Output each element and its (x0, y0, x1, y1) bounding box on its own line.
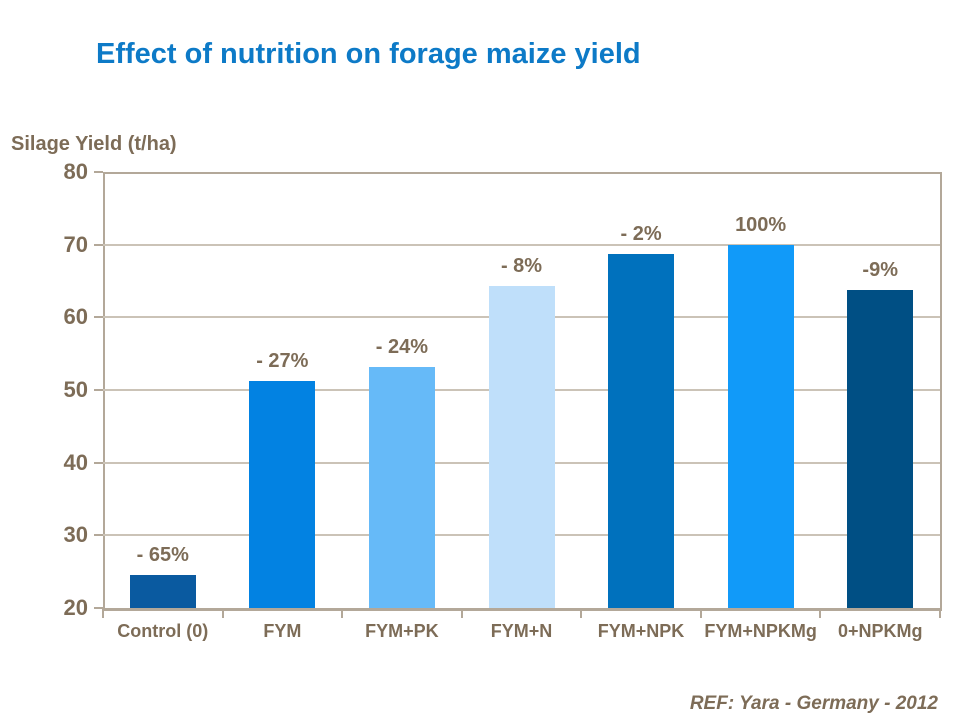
bar-fym-npkmg (727, 244, 794, 608)
x-category-label: FYM+NPKMg (704, 621, 817, 641)
y-tick-mark (94, 316, 103, 319)
bar-value-label: - 8% (500, 255, 543, 278)
y-tick-label: 70 (63, 231, 88, 257)
x-tick-mark (939, 609, 941, 618)
bar-value-label: - 2% (620, 223, 662, 246)
bar-value-label: 100% (735, 213, 787, 236)
y-tick-mark (94, 607, 103, 609)
gridline-70 (103, 243, 940, 246)
x-tick-mark (819, 609, 822, 618)
y-tick-label: 50 (63, 377, 88, 402)
x-category-label: 0+NPKMg (837, 621, 923, 641)
bar-value-label: - 27% (256, 349, 309, 372)
bar-value-label: - 65% (136, 544, 189, 567)
x-tick-mark (341, 609, 344, 618)
y-tick-label: 30 (63, 522, 88, 548)
y-tick-mark (94, 243, 103, 246)
x-category-label: FYM+NPK (597, 621, 685, 641)
y-tick-mark (94, 461, 103, 464)
x-tick-mark (580, 609, 583, 618)
x-category-label: FYM (263, 621, 302, 641)
bar-fym-npk (608, 254, 675, 608)
y-axis-title: Silage Yield (t/ha) (11, 133, 177, 155)
x-category-label: FYM+N (490, 621, 553, 641)
plot-area-frame (103, 172, 942, 611)
bar-fym-pk (368, 366, 435, 608)
bar-fym (249, 380, 316, 608)
y-tick-label: 20 (63, 595, 88, 620)
y-tick-label: 40 (63, 449, 88, 475)
y-tick-mark (94, 534, 103, 537)
bar-fym-n (488, 286, 555, 608)
bar-control-0- (129, 575, 196, 608)
bar-value-label: - 24% (375, 335, 429, 358)
x-category-label: FYM+PK (365, 621, 439, 641)
y-tick-mark (94, 389, 103, 391)
chart-title: Effect of nutrition on forage maize yiel… (96, 38, 641, 70)
x-tick-mark (221, 609, 224, 618)
y-tick-label: 60 (63, 304, 88, 330)
x-tick-mark (699, 609, 702, 618)
y-tick-mark (94, 171, 103, 173)
bar-value-label: -9% (862, 258, 898, 281)
reference-text: REF: Yara - Germany - 2012 (689, 693, 938, 714)
bar-0-npkmg (847, 289, 914, 608)
y-tick-label: 80 (63, 159, 88, 184)
x-tick-mark (102, 609, 104, 618)
x-category-label: Control (0) (117, 621, 209, 641)
x-tick-mark (460, 609, 463, 618)
